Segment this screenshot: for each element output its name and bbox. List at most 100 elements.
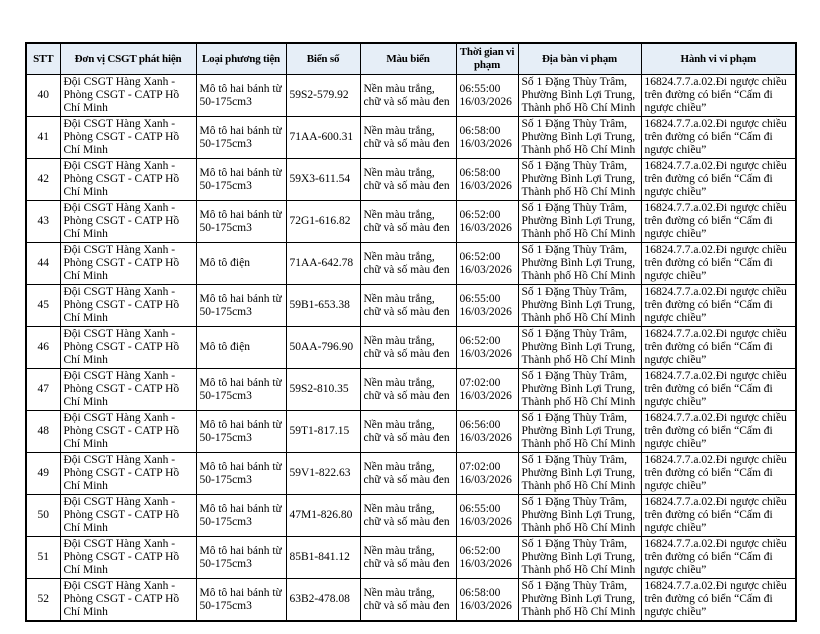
cell-plate-color: Nền màu trắng, chữ và số màu đen <box>359 116 457 159</box>
cell-plate-number: 47M1-826.80 <box>285 494 361 537</box>
table-row: 51 Đội CSGT Hàng Xanh - Phòng CSGT - CAT… <box>25 536 797 579</box>
cell-unit: Đội CSGT Hàng Xanh - Phòng CSGT - CATP H… <box>59 410 197 453</box>
cell-unit: Đội CSGT Hàng Xanh - Phòng CSGT - CATP H… <box>59 578 197 622</box>
cell-violation-time: 06:56:00 16/03/2026 <box>455 410 519 453</box>
cell-stt: 41 <box>25 116 61 159</box>
cell-violation-behavior: 16824.7.7.a.02.Đi ngược chiều trên đường… <box>640 116 797 159</box>
cell-plate-color: Nền màu trắng, chữ và số màu đen <box>359 452 457 495</box>
cell-stt: 52 <box>25 578 61 622</box>
cell-plate-color: Nền màu trắng, chữ và số màu đen <box>359 200 457 243</box>
cell-stt: 43 <box>25 200 61 243</box>
violation-time-value: 06:55:00 <box>459 82 501 95</box>
header-plate-number: Biển số <box>285 42 361 75</box>
cell-vehicle-type: Mô tô hai bánh từ 50-175cm3 <box>195 494 287 537</box>
cell-violation-location: Số 1 Đặng Thùy Trâm, Phường Bình Lợi Tru… <box>517 158 642 201</box>
cell-violation-location: Số 1 Đặng Thùy Trâm, Phường Bình Lợi Tru… <box>517 284 642 327</box>
violation-date-value: 16/03/2026 <box>459 95 512 108</box>
cell-stt: 40 <box>25 74 61 117</box>
violation-date-value: 16/03/2026 <box>459 221 512 234</box>
table-body: 40 Đội CSGT Hàng Xanh - Phòng CSGT - CAT… <box>25 74 797 622</box>
violation-time-value: 06:52:00 <box>459 208 501 221</box>
cell-violation-behavior: 16824.7.7.a.02.Đi ngược chiều trên đường… <box>640 410 797 453</box>
violation-date-value: 16/03/2026 <box>459 263 512 276</box>
cell-violation-behavior: 16824.7.7.a.02.Đi ngược chiều trên đường… <box>640 578 797 622</box>
cell-violation-location: Số 1 Đặng Thùy Trâm, Phường Bình Lợi Tru… <box>517 74 642 117</box>
violation-date-value: 16/03/2026 <box>459 473 512 486</box>
violation-date-value: 16/03/2026 <box>459 599 512 612</box>
violation-date-value: 16/03/2026 <box>459 347 512 360</box>
cell-plate-color: Nền màu trắng, chữ và số màu đen <box>359 536 457 579</box>
violation-time-value: 06:52:00 <box>459 544 501 557</box>
header-plate-color: Màu biển <box>359 42 457 75</box>
cell-plate-number: 59S2-579.92 <box>285 74 361 117</box>
table-row: 42 Đội CSGT Hàng Xanh - Phòng CSGT - CAT… <box>25 158 797 201</box>
cell-stt: 48 <box>25 410 61 453</box>
cell-plate-number: 59S2-810.35 <box>285 368 361 411</box>
cell-violation-time: 06:58:00 16/03/2026 <box>455 116 519 159</box>
cell-stt: 44 <box>25 242 61 285</box>
violation-date-value: 16/03/2026 <box>459 179 512 192</box>
cell-violation-behavior: 16824.7.7.a.02.Đi ngược chiều trên đường… <box>640 326 797 369</box>
cell-stt: 42 <box>25 158 61 201</box>
cell-violation-time: 06:55:00 16/03/2026 <box>455 284 519 327</box>
cell-unit: Đội CSGT Hàng Xanh - Phòng CSGT - CATP H… <box>59 452 197 495</box>
table-row: 52 Đội CSGT Hàng Xanh - Phòng CSGT - CAT… <box>25 578 797 622</box>
cell-unit: Đội CSGT Hàng Xanh - Phòng CSGT - CATP H… <box>59 494 197 537</box>
cell-violation-time: 06:52:00 16/03/2026 <box>455 200 519 243</box>
cell-plate-color: Nền màu trắng, chữ và số màu đen <box>359 158 457 201</box>
cell-plate-color: Nền màu trắng, chữ và số màu đen <box>359 74 457 117</box>
cell-violation-location: Số 1 Đặng Thùy Trâm, Phường Bình Lợi Tru… <box>517 536 642 579</box>
table-row: 40 Đội CSGT Hàng Xanh - Phòng CSGT - CAT… <box>25 74 797 117</box>
cell-stt: 50 <box>25 494 61 537</box>
violation-time-value: 06:52:00 <box>459 334 501 347</box>
cell-vehicle-type: Mô tô hai bánh từ 50-175cm3 <box>195 158 287 201</box>
table-row: 47 Đội CSGT Hàng Xanh - Phòng CSGT - CAT… <box>25 368 797 411</box>
cell-plate-number: 59X3-611.54 <box>285 158 361 201</box>
cell-violation-location: Số 1 Đặng Thùy Trâm, Phường Bình Lợi Tru… <box>517 200 642 243</box>
cell-plate-color: Nền màu trắng, chữ và số màu đen <box>359 284 457 327</box>
cell-plate-number: 59B1-653.38 <box>285 284 361 327</box>
table-row: 48 Đội CSGT Hàng Xanh - Phòng CSGT - CAT… <box>25 410 797 453</box>
cell-vehicle-type: Mô tô hai bánh từ 50-175cm3 <box>195 368 287 411</box>
cell-violation-time: 07:02:00 16/03/2026 <box>455 452 519 495</box>
table-header: STT Đơn vị CSGT phát hiện Loại phương ti… <box>25 42 797 75</box>
violation-time-value: 06:56:00 <box>459 418 501 431</box>
cell-violation-behavior: 16824.7.7.a.02.Đi ngược chiều trên đường… <box>640 284 797 327</box>
table-row: 45 Đội CSGT Hàng Xanh - Phòng CSGT - CAT… <box>25 284 797 327</box>
cell-unit: Đội CSGT Hàng Xanh - Phòng CSGT - CATP H… <box>59 200 197 243</box>
cell-violation-time: 06:52:00 16/03/2026 <box>455 242 519 285</box>
header-violation-location: Địa bàn vi phạm <box>517 42 642 75</box>
header-row: STT Đơn vị CSGT phát hiện Loại phương ti… <box>25 42 797 75</box>
cell-violation-time: 06:52:00 16/03/2026 <box>455 536 519 579</box>
violation-time-value: 06:58:00 <box>459 166 501 179</box>
violation-time-value: 06:52:00 <box>459 250 501 263</box>
violation-time-value: 07:02:00 <box>459 376 501 389</box>
cell-violation-location: Số 1 Đặng Thùy Trâm, Phường Bình Lợi Tru… <box>517 578 642 622</box>
cell-vehicle-type: Mô tô hai bánh từ 50-175cm3 <box>195 452 287 495</box>
cell-stt: 47 <box>25 368 61 411</box>
violation-date-value: 16/03/2026 <box>459 557 512 570</box>
violation-time-value: 06:58:00 <box>459 586 501 599</box>
cell-violation-location: Số 1 Đặng Thùy Trâm, Phường Bình Lợi Tru… <box>517 410 642 453</box>
cell-plate-number: 71AA-600.31 <box>285 116 361 159</box>
header-violation-time: Thời gian vi phạm <box>455 42 519 75</box>
cell-vehicle-type: Mô tô hai bánh từ 50-175cm3 <box>195 116 287 159</box>
cell-vehicle-type: Mô tô hai bánh từ 50-175cm3 <box>195 578 287 622</box>
violation-time-value: 06:58:00 <box>459 124 501 137</box>
header-unit: Đơn vị CSGT phát hiện <box>59 42 197 75</box>
cell-violation-location: Số 1 Đặng Thùy Trâm, Phường Bình Lợi Tru… <box>517 116 642 159</box>
cell-plate-number: 71AA-642.78 <box>285 242 361 285</box>
cell-violation-behavior: 16824.7.7.a.02.Đi ngược chiều trên đường… <box>640 494 797 537</box>
table-row: 44 Đội CSGT Hàng Xanh - Phòng CSGT - CAT… <box>25 242 797 285</box>
cell-plate-number: 63B2-478.08 <box>285 578 361 622</box>
cell-violation-behavior: 16824.7.7.a.02.Đi ngược chiều trên đường… <box>640 536 797 579</box>
cell-plate-color: Nền màu trắng, chữ và số màu đen <box>359 410 457 453</box>
cell-violation-behavior: 16824.7.7.a.02.Đi ngược chiều trên đường… <box>640 74 797 117</box>
cell-plate-color: Nền màu trắng, chữ và số màu đen <box>359 368 457 411</box>
cell-plate-color: Nền màu trắng, chữ và số màu đen <box>359 494 457 537</box>
header-vehicle-type: Loại phương tiện <box>195 42 287 75</box>
cell-plate-color: Nền màu trắng, chữ và số màu đen <box>359 242 457 285</box>
cell-stt: 45 <box>25 284 61 327</box>
cell-violation-behavior: 16824.7.7.a.02.Đi ngược chiều trên đường… <box>640 452 797 495</box>
violation-time-value: 06:55:00 <box>459 502 501 515</box>
